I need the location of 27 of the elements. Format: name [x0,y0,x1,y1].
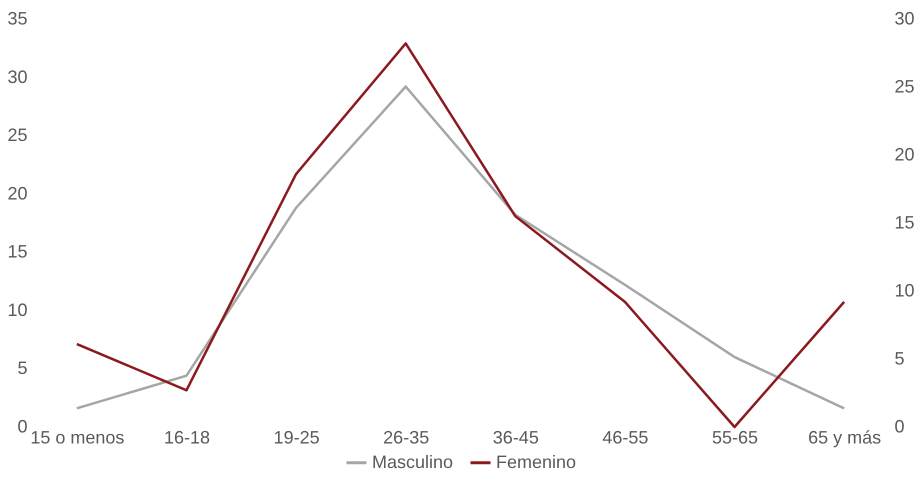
y2-tick-label: 10 [894,280,915,300]
y2-tick-label: 5 [894,348,905,368]
y2-tick-label: 0 [894,416,905,436]
x-tick-label: 19-25 [274,428,320,448]
line-series [76,42,846,428]
y2-tick-label: 20 [894,144,915,164]
x-tick-label: 46-55 [602,428,648,448]
y2-tick-label: 30 [894,8,915,28]
x-tick-label: 55-65 [712,428,758,448]
x-tick-label: 36-45 [492,428,539,448]
y-tick-label: 10 [7,300,28,320]
x-tick-label: 15 o menos [30,428,124,448]
y-tick-label: 20 [7,183,28,204]
y-tick-label: 35 [7,8,28,28]
y2-tick-label: 25 [894,76,915,96]
x-tick-label: 16-18 [164,428,210,448]
legend-label: Femenino [496,452,576,472]
y2-tick-label: 15 [894,212,915,232]
legend-label: Masculino [372,452,454,472]
y-tick-label: 15 [7,242,28,262]
line-series [76,85,846,410]
y-tick-label: 30 [7,66,28,87]
y-tick-label: 0 [17,416,28,436]
y-tick-label: 25 [7,125,28,146]
y-tick-label: 5 [17,358,28,378]
x-tick-label: 65 y más [808,428,882,448]
x-tick-label: 26-35 [383,428,430,448]
